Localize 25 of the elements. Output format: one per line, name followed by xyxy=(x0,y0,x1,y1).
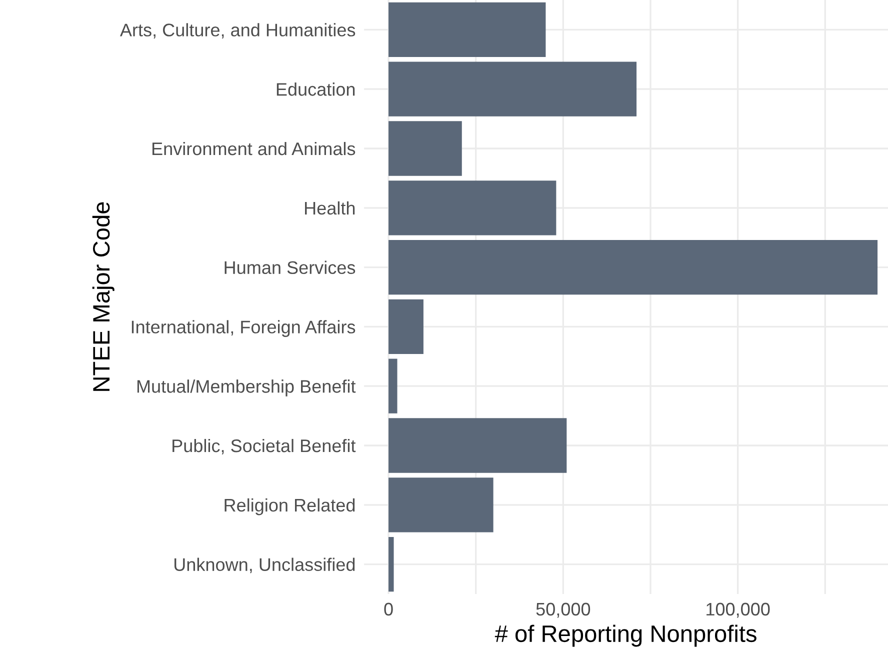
bar xyxy=(388,2,546,58)
y-tick-label: Unknown, Unclassified xyxy=(174,558,355,574)
bar xyxy=(388,121,462,176)
y-tick-label: Mutual/Membership Benefit xyxy=(137,380,356,396)
bar xyxy=(388,62,637,116)
bar xyxy=(388,240,878,295)
bar xyxy=(388,180,556,236)
x-axis-title: # of Reporting Nonprofits xyxy=(494,624,756,647)
x-tick-label: 100,000 xyxy=(706,602,770,618)
bar xyxy=(388,418,567,473)
y-tick-label: Public, Societal Benefit xyxy=(172,438,356,454)
y-tick-label: Environment and Animals xyxy=(152,142,356,156)
y-tick-label: Religion Related xyxy=(224,498,355,516)
y-axis-title: NTEE Major Code xyxy=(92,202,114,391)
bar xyxy=(388,478,494,532)
y-tick-label: Human Services xyxy=(224,260,356,274)
y-tick-label: Education xyxy=(276,82,355,96)
y-tick-label: Health xyxy=(305,201,355,215)
bar xyxy=(388,536,394,592)
x-tick-label: 50,000 xyxy=(536,602,590,618)
bar xyxy=(388,299,424,354)
y-tick-label: International, Foreign Affairs xyxy=(132,320,356,337)
y-tick-label: Arts, Culture, and Humanities xyxy=(120,23,356,39)
x-tick-label: 0 xyxy=(384,602,393,616)
bar xyxy=(388,358,398,414)
